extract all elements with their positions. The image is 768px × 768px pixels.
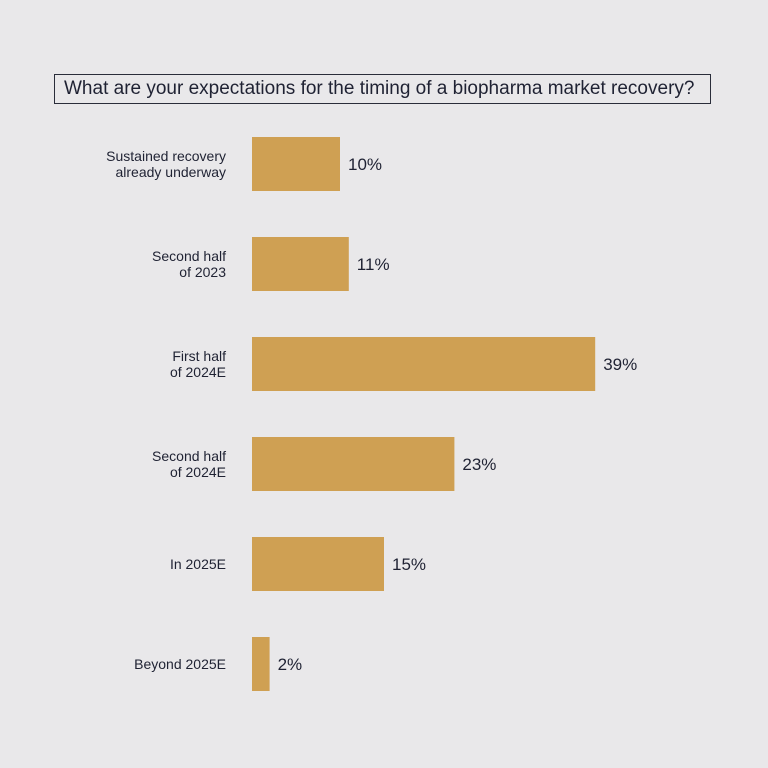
category-label-0-line-1: already underway xyxy=(115,164,226,180)
bar-0 xyxy=(252,137,340,191)
bar-2 xyxy=(252,337,596,391)
value-label-1: 11% xyxy=(357,255,390,274)
bar-5 xyxy=(252,637,270,691)
bar-3 xyxy=(252,437,455,491)
bar-1 xyxy=(252,237,349,291)
category-label-3-line-0: Second half xyxy=(152,448,226,464)
bar-4 xyxy=(252,537,384,591)
category-label-1-line-1: of 2023 xyxy=(179,264,226,280)
value-label-3: 23% xyxy=(462,455,496,474)
category-label-2-line-0: First half xyxy=(172,348,226,364)
value-label-0: 10% xyxy=(348,155,382,174)
category-label-1-line-0: Second half xyxy=(152,248,226,264)
value-label-5: 2% xyxy=(278,655,303,674)
category-label-4-line-0: In 2025E xyxy=(170,556,226,572)
category-label-5-line-0: Beyond 2025E xyxy=(134,656,226,672)
category-label-0-line-0: Sustained recovery xyxy=(106,148,226,164)
category-label-3-line-1: of 2024E xyxy=(170,464,226,480)
value-label-2: 39% xyxy=(603,355,637,374)
chart-title: What are your expectations for the timin… xyxy=(54,74,711,104)
value-label-4: 15% xyxy=(392,555,426,574)
category-label-2-line-1: of 2024E xyxy=(170,364,226,380)
